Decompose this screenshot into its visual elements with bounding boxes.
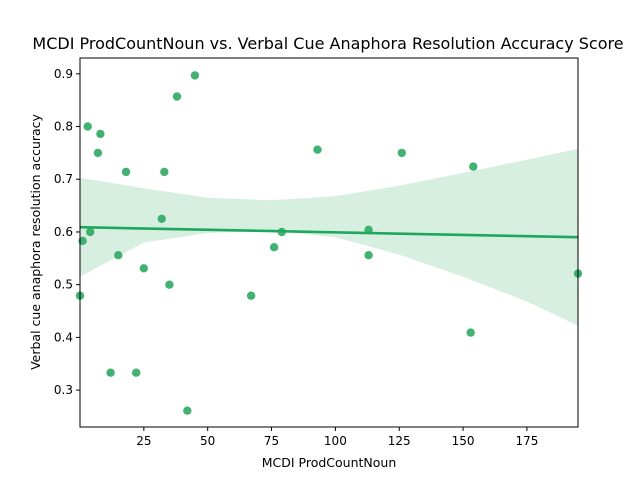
confidence-band: [80, 148, 578, 326]
y-tick-label: 0.7: [54, 172, 73, 186]
data-point: [313, 145, 322, 154]
x-axis-label: MCDI ProdCountNoun: [262, 455, 397, 470]
x-tick-label: 75: [264, 434, 279, 448]
y-axis-label: Verbal cue anaphora resolution accuracy: [28, 113, 43, 369]
y-tick-label: 0.9: [54, 67, 73, 81]
y-tick-label: 0.6: [54, 225, 73, 239]
x-tick-label: 125: [388, 434, 411, 448]
data-point: [86, 227, 95, 237]
data-point: [183, 406, 192, 415]
y-tick-label: 0.4: [54, 330, 73, 344]
plot-area: [75, 71, 583, 415]
data-point: [269, 243, 279, 252]
data-point: [139, 264, 148, 273]
x-axis: 25 50 75 100 125 150 175: [136, 427, 538, 448]
data-point: [172, 92, 182, 101]
chart-title: MCDI ProdCountNoun vs. Verbal Cue Anapho…: [32, 34, 623, 53]
y-axis: 0.3 0.4 0.5 0.6 0.7 0.8 0.9: [54, 67, 80, 397]
axes-frame: [79, 57, 579, 428]
data-point: [190, 71, 200, 80]
x-tick-label: 50: [200, 434, 215, 448]
data-point: [466, 328, 475, 337]
regression-line: [79, 225, 579, 239]
data-point: [364, 251, 373, 260]
data-point: [469, 162, 478, 171]
data-point: [114, 251, 123, 260]
y-tick-label: 0.3: [54, 383, 73, 397]
data-point: [121, 167, 131, 177]
y-tick-label: 0.5: [54, 278, 73, 292]
data-point: [246, 291, 256, 300]
data-point: [160, 167, 169, 177]
y-tick-label: 0.8: [54, 120, 73, 134]
data-point: [93, 148, 103, 158]
x-tick-label: 25: [136, 434, 151, 448]
data-point: [106, 368, 115, 377]
data-point: [83, 122, 92, 131]
x-tick-label: 175: [515, 434, 538, 448]
data-point: [157, 214, 166, 223]
data-point: [397, 148, 406, 158]
x-tick-label: 100: [324, 434, 347, 448]
x-tick-label: 150: [452, 434, 475, 448]
data-point: [132, 368, 141, 377]
data-point: [96, 129, 105, 139]
data-point: [165, 280, 174, 289]
